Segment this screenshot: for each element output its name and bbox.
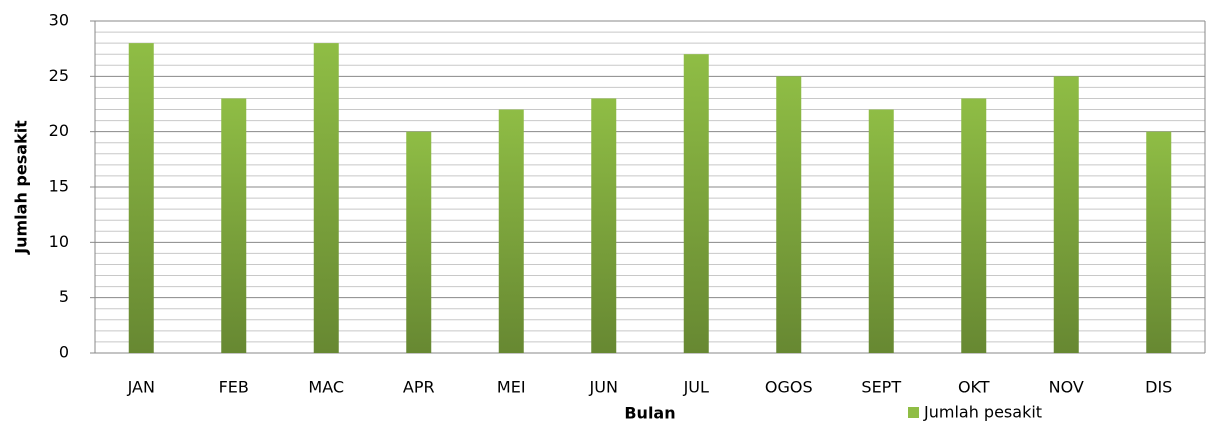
x-tick-label: JUN (589, 378, 618, 397)
bar (128, 43, 154, 354)
bar (498, 109, 524, 354)
bar (961, 98, 987, 353)
bar (868, 109, 894, 354)
bar (683, 54, 709, 353)
x-tick-label: SEPT (861, 378, 901, 397)
legend-swatch (908, 407, 919, 418)
x-axis-label: Bulan (624, 404, 675, 423)
bar (406, 131, 432, 353)
x-tick-label: FEB (219, 378, 249, 397)
bar (313, 43, 339, 354)
x-tick-label: APR (403, 378, 435, 397)
bar (221, 98, 247, 353)
bar (1053, 76, 1079, 353)
y-tick-label: 25 (49, 66, 69, 85)
bar (1146, 131, 1172, 353)
y-tick-label: 0 (59, 343, 69, 362)
x-tick-label: MEI (497, 378, 526, 397)
legend-label: Jumlah pesakit (923, 403, 1042, 422)
y-axis-label: Jumlah pesakit (12, 120, 31, 255)
y-tick-label: 30 (49, 11, 69, 30)
x-tick-label: MAC (308, 378, 344, 397)
x-tick-label: OKT (958, 378, 990, 397)
x-tick-label: NOV (1049, 378, 1084, 397)
x-tick-label: JAN (127, 378, 155, 397)
y-tick-label: 20 (49, 121, 69, 140)
y-tick-label: 15 (49, 177, 69, 196)
y-tick-label: 10 (49, 232, 69, 251)
x-tick-label: OGOS (765, 378, 813, 397)
x-tick-label: DIS (1145, 378, 1172, 397)
bar (591, 98, 617, 353)
y-tick-label: 5 (59, 287, 69, 306)
x-tick-label: JUL (683, 378, 709, 397)
bar (776, 76, 802, 353)
